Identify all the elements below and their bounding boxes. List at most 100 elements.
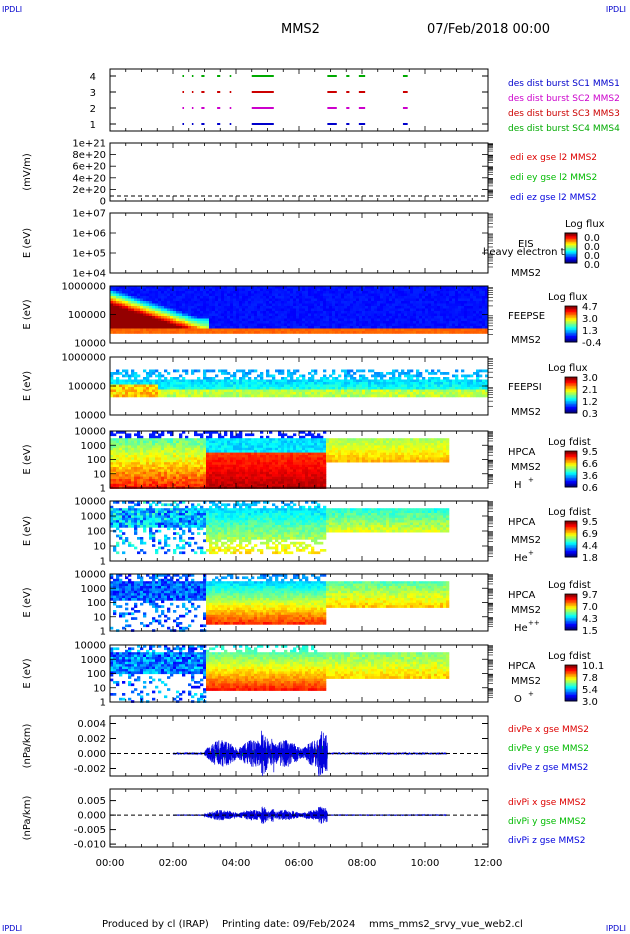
feepse-sc-label: MMS2 <box>511 335 541 346</box>
feepse-instrument-label: FEEPSE <box>508 311 545 322</box>
edi-panel <box>109 142 489 202</box>
divpe-panel <box>109 715 489 777</box>
eis-colorbar-tick: 0.0 <box>584 251 600 262</box>
burst-mark <box>182 91 185 93</box>
burst-mark <box>229 123 232 125</box>
eis-species-label: heavy electron to <box>483 247 571 258</box>
burst-mark <box>251 107 274 109</box>
hpca-hepp-ytick-label: 1000 <box>81 584 106 595</box>
burst-mark <box>217 107 221 109</box>
burst-mark <box>358 107 366 109</box>
hpca-h-colorbar-tick: 6.6 <box>582 459 598 470</box>
feepse-colorbar-tick: 4.7 <box>582 302 598 313</box>
burst-mark <box>402 107 408 109</box>
feepse-ylabel: E (eV) <box>22 299 33 329</box>
divpi-ytick-label: 0.005 <box>77 796 106 807</box>
spectrogram <box>110 369 489 398</box>
hpca-h-ytick-label: 10 <box>93 469 106 480</box>
feepse-colorbar-tick: -0.4 <box>582 338 602 349</box>
burst-mark <box>182 107 185 109</box>
burst-mark <box>229 75 232 77</box>
burst-legend-entry: des dist burst SC3 MMS3 <box>508 109 620 119</box>
divpi-ytick-label: 0.000 <box>77 811 106 822</box>
burst-legend-entry: des dist burst SC2 MMS2 <box>508 94 620 104</box>
burst-mark <box>346 75 350 77</box>
burst-panel <box>109 68 489 132</box>
divpe-legend-entry: divPe z gse MMS2 <box>508 763 588 773</box>
divpi-series-line <box>172 806 447 824</box>
hpca-he-colorbar-tick: 4.4 <box>582 541 598 552</box>
feepsi-ytick-label: 1000000 <box>61 353 106 364</box>
hpca-h-instrument-label: HPCA <box>508 447 536 458</box>
feepsi-ylabel: E (eV) <box>22 371 33 401</box>
burst-mark <box>346 107 350 109</box>
feepsi-colorbar-tick: 0.3 <box>582 409 598 420</box>
hpca-h-colorbar-tick: 3.6 <box>582 471 598 482</box>
x-tick-label: 00:00 <box>96 858 125 869</box>
hpca-h-ion-charge: + <box>528 476 534 484</box>
burst-mark <box>217 123 221 125</box>
divpe-series-line <box>172 730 448 777</box>
feepse-colorbar-title: Log flux <box>548 292 588 303</box>
hpca-o-colorbar <box>564 664 578 702</box>
hpca-he-ytick-label: 100 <box>87 527 106 538</box>
hpca-hepp-ytick-label: 1 <box>100 627 106 638</box>
corner-label-top-right: IPDLI <box>605 5 626 14</box>
hpca-hepp-colorbar <box>564 593 578 631</box>
feepsi-colorbar-tick: 1.2 <box>582 397 598 408</box>
feepsi-ytick-label: 100000 <box>68 382 106 393</box>
burst-mark <box>327 75 337 77</box>
burst-mark <box>191 75 194 77</box>
divpe-ytick-label: 0.000 <box>77 749 106 760</box>
hpca-o-ion-charge: + <box>528 690 534 698</box>
divpe-ytick-label: 0.002 <box>77 734 106 745</box>
hpca-o-colorbar-tick: 10.1 <box>582 661 604 672</box>
burst-mark <box>327 91 337 93</box>
burst-legend-entry: des dist burst SC4 MMS4 <box>508 124 620 134</box>
edi-ylabel: (mV/m) <box>22 153 33 191</box>
eis-sc-label: MMS2 <box>511 268 541 279</box>
hpca-o-ytick-label: 10000 <box>74 641 106 652</box>
hpca-h-ion-label: H <box>514 480 522 491</box>
spectrogram <box>110 645 450 703</box>
hpca-hepp-colorbar-title: Log fdist <box>548 580 591 591</box>
divpi-legend-entry: divPi x gse MMS2 <box>508 798 586 808</box>
burst-mark <box>251 75 274 77</box>
burst-mark <box>217 75 221 77</box>
hpca-o-ytick-label: 100 <box>87 669 106 680</box>
hpca-hepp-ytick-label: 100 <box>87 598 106 609</box>
hpca-he-colorbar-tick: 6.9 <box>582 529 598 540</box>
feepsi-instrument-label: FEEPSI <box>508 382 542 393</box>
feepsi-colorbar <box>564 376 578 414</box>
feepse-colorbar <box>564 305 578 343</box>
hpca-h-colorbar-tick: 9.5 <box>582 447 598 458</box>
burst-mark <box>327 123 337 125</box>
eis-panel <box>109 212 489 274</box>
hpca-he-ytick-label: 1 <box>100 557 106 568</box>
x-tick-label: 02:00 <box>159 858 188 869</box>
burst-mark <box>229 107 232 109</box>
hpca-h-colorbar-title: Log fdist <box>548 437 591 448</box>
divpi-ytick-label: -0.005 <box>74 825 106 836</box>
divpi-ylabel: (nPa/km) <box>22 796 33 841</box>
burst-mark <box>358 91 366 93</box>
feepse-colorbar-tick: 1.3 <box>582 326 598 337</box>
burst-mark <box>201 123 205 125</box>
feepsi-colorbar-tick: 3.0 <box>582 373 598 384</box>
hpca-he-ytick-label: 1000 <box>81 512 106 523</box>
hpca-o-ion-label: O <box>514 694 522 705</box>
hpca-hepp-ylabel: E (eV) <box>22 587 33 617</box>
eis-instrument-label: EIS <box>518 239 534 250</box>
edi-legend-entry: edi ex gse l2 MMS2 <box>510 153 597 163</box>
hpca-he-instrument-label: HPCA <box>508 517 536 528</box>
burst-ytick-label: 1 <box>90 120 96 131</box>
hpca-o-colorbar-title: Log fdist <box>548 651 591 662</box>
hpca-he-ion-charge: + <box>528 549 534 557</box>
burst-mark <box>182 123 185 125</box>
divpi-ytick-label: -0.010 <box>74 840 106 851</box>
hpca-hepp-colorbar-tick: 7.0 <box>582 602 598 613</box>
hpca-hepp-colorbar-tick: 4.3 <box>582 614 598 625</box>
spectrogram <box>110 431 450 489</box>
divpe-legend-entry: divPe y gse MMS2 <box>508 744 589 754</box>
